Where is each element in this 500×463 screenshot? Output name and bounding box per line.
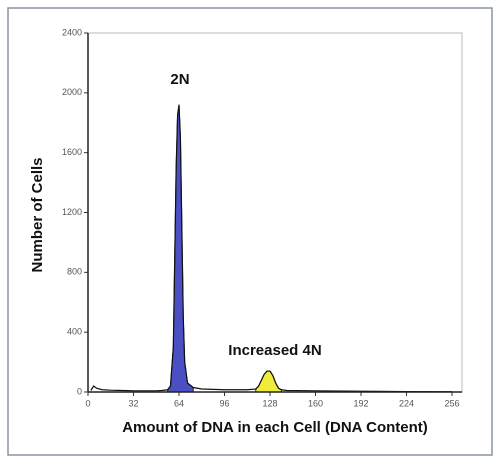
y-axis-title: Number of Cells: [29, 157, 46, 272]
x-tick-label: 0: [85, 398, 90, 408]
x-tick-label: 192: [353, 398, 368, 408]
histogram-line: [90, 104, 453, 393]
x-axis-title: Amount of DNA in each Cell (DNA Content): [122, 419, 428, 436]
x-tick-label: 128: [262, 398, 277, 408]
annotation: Increased 4N: [228, 342, 321, 359]
annotation: 2N: [170, 71, 189, 88]
x-tick-label: 32: [128, 398, 138, 408]
y-tick-label: 1600: [62, 147, 82, 157]
y-tick-label: 0: [77, 386, 82, 396]
y-tick-label: 800: [67, 267, 82, 277]
x-tick-label: 96: [219, 398, 229, 408]
x-tick-label: 64: [174, 398, 184, 408]
x-tick-label: 256: [444, 398, 459, 408]
x-tick-label: 160: [308, 398, 323, 408]
x-tick-label: 224: [399, 398, 414, 408]
y-tick-label: 2400: [62, 27, 82, 37]
y-tick-label: 400: [67, 327, 82, 337]
y-tick-label: 2000: [62, 87, 82, 97]
y-tick-label: 1200: [62, 207, 82, 217]
